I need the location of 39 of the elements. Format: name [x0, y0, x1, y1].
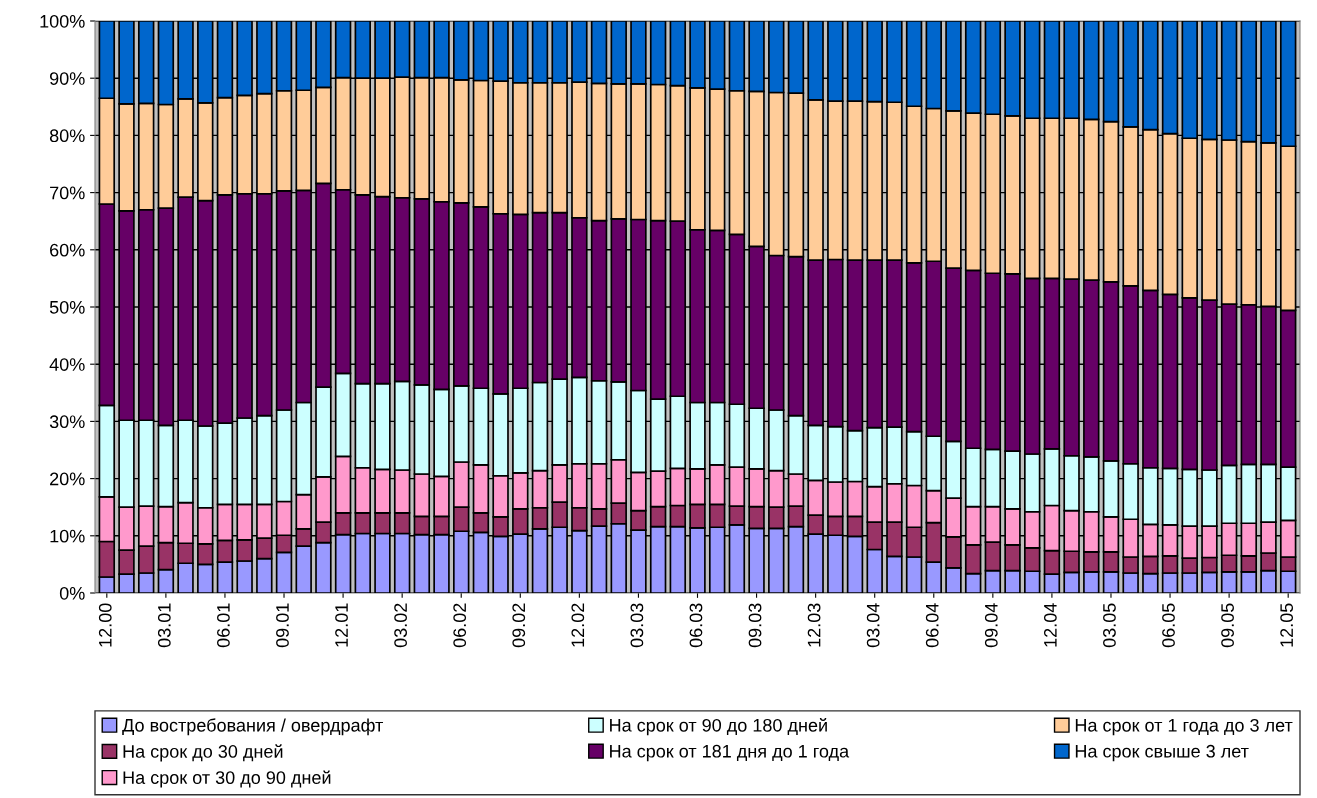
x-tick-label: 09.01	[276, 603, 289, 648]
y-tick-label: 30%	[49, 415, 85, 429]
legend-label: На срок свыше 3 лет	[1075, 744, 1249, 762]
x-tick-label: 09.03	[748, 603, 762, 648]
y-tick-label: 40%	[49, 358, 85, 371]
x-tick-label: 06.03	[689, 603, 703, 648]
x-tick-label: 06.04	[925, 603, 939, 648]
x-tick-label: 09.02	[512, 603, 526, 648]
y-tick-label: 70%	[50, 186, 85, 200]
y-tick-label: 90%	[49, 72, 85, 85]
legend-label: На срок от 181 дня до 1 года	[610, 744, 850, 762]
legend-label: До востребования / овердрафт	[122, 718, 384, 736]
x-tick-label: 12.00	[98, 603, 112, 647]
x-tick-label: 12.04	[1043, 603, 1057, 647]
x-tick-label: 12.01	[335, 603, 348, 647]
y-tick-label: 20%	[50, 472, 85, 486]
legend-label: На срок от 90 до 180 дней	[610, 718, 827, 736]
legend-label: На срок от 30 до 90 дней	[123, 770, 331, 788]
x-tick-label: 12.05	[1280, 603, 1294, 647]
x-tick-label: 06.02	[453, 603, 467, 648]
x-tick-label: 03.02	[394, 603, 407, 648]
y-tick-label: 80%	[49, 129, 85, 143]
x-tick-label: 03.01	[157, 603, 171, 648]
y-tick-label: 0%	[59, 586, 85, 600]
x-tick-label: 12.02	[571, 603, 585, 647]
x-tick-label: 09.05	[1221, 603, 1234, 648]
x-tick-label: 06.05	[1162, 603, 1175, 648]
legend-label: На срок от 1 года до 3 лет	[1075, 718, 1293, 736]
x-tick-label: 03.03	[630, 603, 644, 648]
y-tick-label: 100%	[40, 14, 85, 28]
x-tick-label: 12.03	[807, 603, 821, 647]
y-tick-label: 60%	[50, 243, 85, 257]
y-tick-label: 50%	[49, 300, 85, 314]
x-tick-label: 09.04	[984, 603, 998, 648]
legend-label: На срок до 30 дней	[123, 744, 283, 762]
x-tick-label: 03.05	[1103, 603, 1116, 648]
x-tick-label: 06.01	[217, 603, 230, 648]
x-tick-label: 03.04	[866, 603, 880, 648]
y-tick-label: 10%	[50, 529, 85, 543]
